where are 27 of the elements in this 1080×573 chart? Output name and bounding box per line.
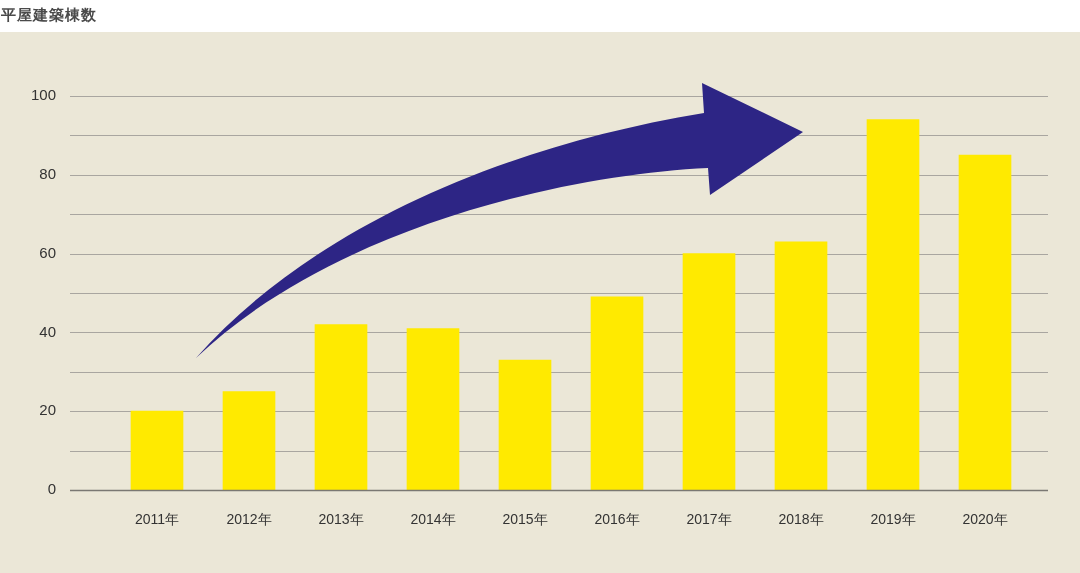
bar [866, 119, 920, 490]
x-tick-label: 2015年 [502, 511, 548, 528]
y-tick-label: 80 [39, 164, 56, 182]
bar [774, 241, 828, 490]
x-tick-label: 2018年 [778, 511, 824, 528]
y-tick-label: 20 [39, 401, 56, 419]
bar [314, 324, 368, 490]
bar [498, 359, 552, 490]
chart-title: 平屋建築棟数 [1, 5, 97, 25]
bar [958, 154, 1012, 490]
bar [406, 328, 460, 490]
x-tick-label: 2011年 [134, 511, 180, 528]
x-tick-label: 2017年 [686, 511, 732, 528]
x-tick-label: 2013年 [318, 511, 364, 528]
bar [682, 253, 736, 490]
bar [590, 296, 644, 490]
x-tick-label: 2019年 [870, 511, 916, 528]
y-tick-label: 100 [30, 86, 56, 104]
bar [130, 410, 184, 490]
x-tick-label: 2012年 [226, 511, 272, 528]
x-tick-label: 2014年 [410, 511, 456, 528]
y-tick-label: 40 [39, 322, 56, 340]
bar [222, 391, 276, 490]
y-tick-label: 0 [47, 480, 56, 498]
y-tick-label: 60 [39, 243, 56, 261]
x-tick-label: 2016年 [594, 511, 640, 528]
x-tick-label: 2020年 [962, 511, 1008, 528]
